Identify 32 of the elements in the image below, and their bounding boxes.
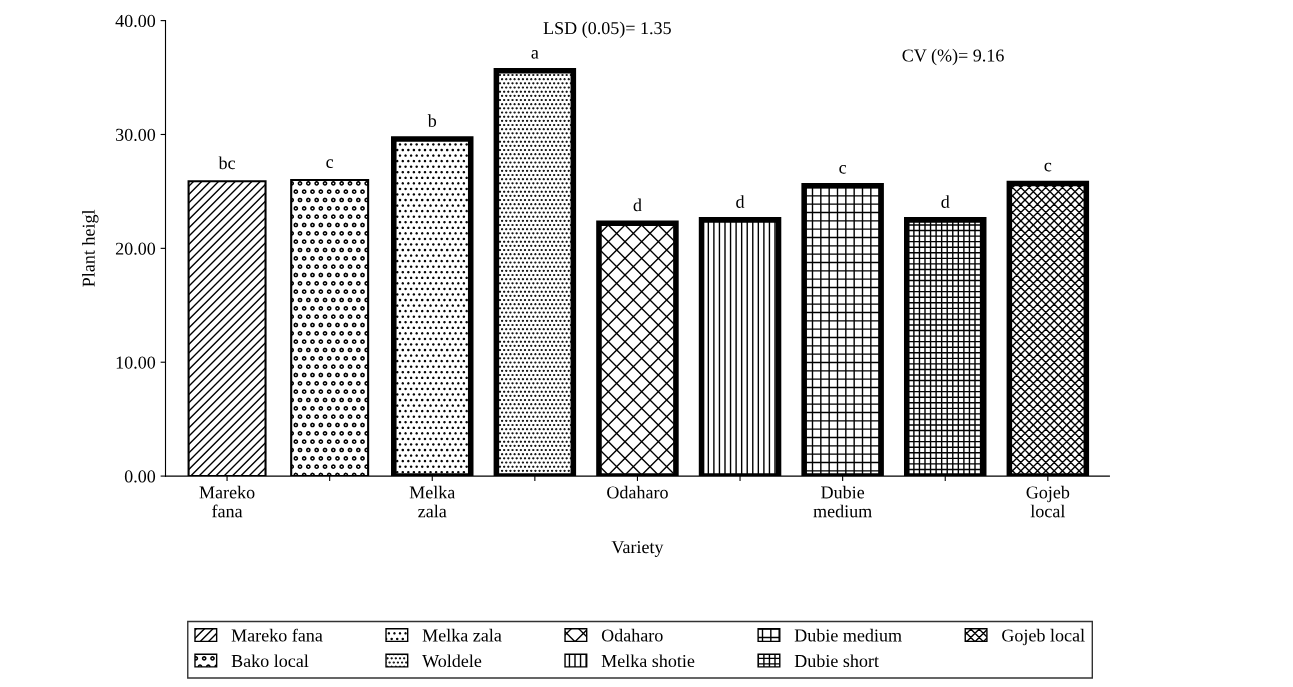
y-tick-label: 0.00 bbox=[124, 470, 156, 483]
x-tick-label: Melka zala bbox=[409, 485, 456, 518]
legend-label: Woldele bbox=[422, 654, 482, 668]
y-tick-label: 30.00 bbox=[116, 128, 156, 141]
legend-label: Bako local bbox=[231, 654, 309, 668]
data-label: c bbox=[839, 165, 847, 174]
legend-label: Odaharo bbox=[601, 628, 663, 642]
x-tick-label: Dubie medium bbox=[813, 485, 872, 518]
y-tick-label: 10.00 bbox=[116, 356, 156, 369]
data-label: b bbox=[427, 114, 437, 128]
y-axis-title: Plant heigl bbox=[82, 209, 99, 287]
data-label: d bbox=[633, 198, 642, 212]
annotation: CV (%)= 9.16 bbox=[902, 48, 1004, 66]
legend-label: Dubie medium bbox=[794, 628, 902, 642]
x-tick-label: Gojeb local bbox=[1026, 485, 1070, 518]
x-tick-label: Odaharo bbox=[607, 485, 668, 499]
x-axis-title: Variety bbox=[611, 541, 664, 557]
data-label: bc bbox=[218, 156, 236, 170]
legend-label: Gojeb local bbox=[1002, 628, 1085, 646]
annotation: LSD (0.05)= 1.35 bbox=[543, 21, 671, 38]
y-tick-label: 20.00 bbox=[115, 242, 156, 255]
data-label: a bbox=[531, 50, 539, 59]
legend-label: Dubie short bbox=[794, 654, 879, 668]
legend-label: Melka zala bbox=[422, 628, 502, 642]
data-label: d bbox=[941, 195, 950, 208]
data-label: d bbox=[736, 195, 745, 208]
legend-label: Melka shotie bbox=[601, 654, 695, 668]
x-tick-label: Mareko fana bbox=[199, 485, 255, 518]
data-label: c bbox=[326, 159, 334, 169]
data-label: c bbox=[1044, 162, 1052, 172]
legend-label: Mareko fana bbox=[231, 628, 323, 642]
y-tick-label: 40.00 bbox=[115, 14, 156, 28]
